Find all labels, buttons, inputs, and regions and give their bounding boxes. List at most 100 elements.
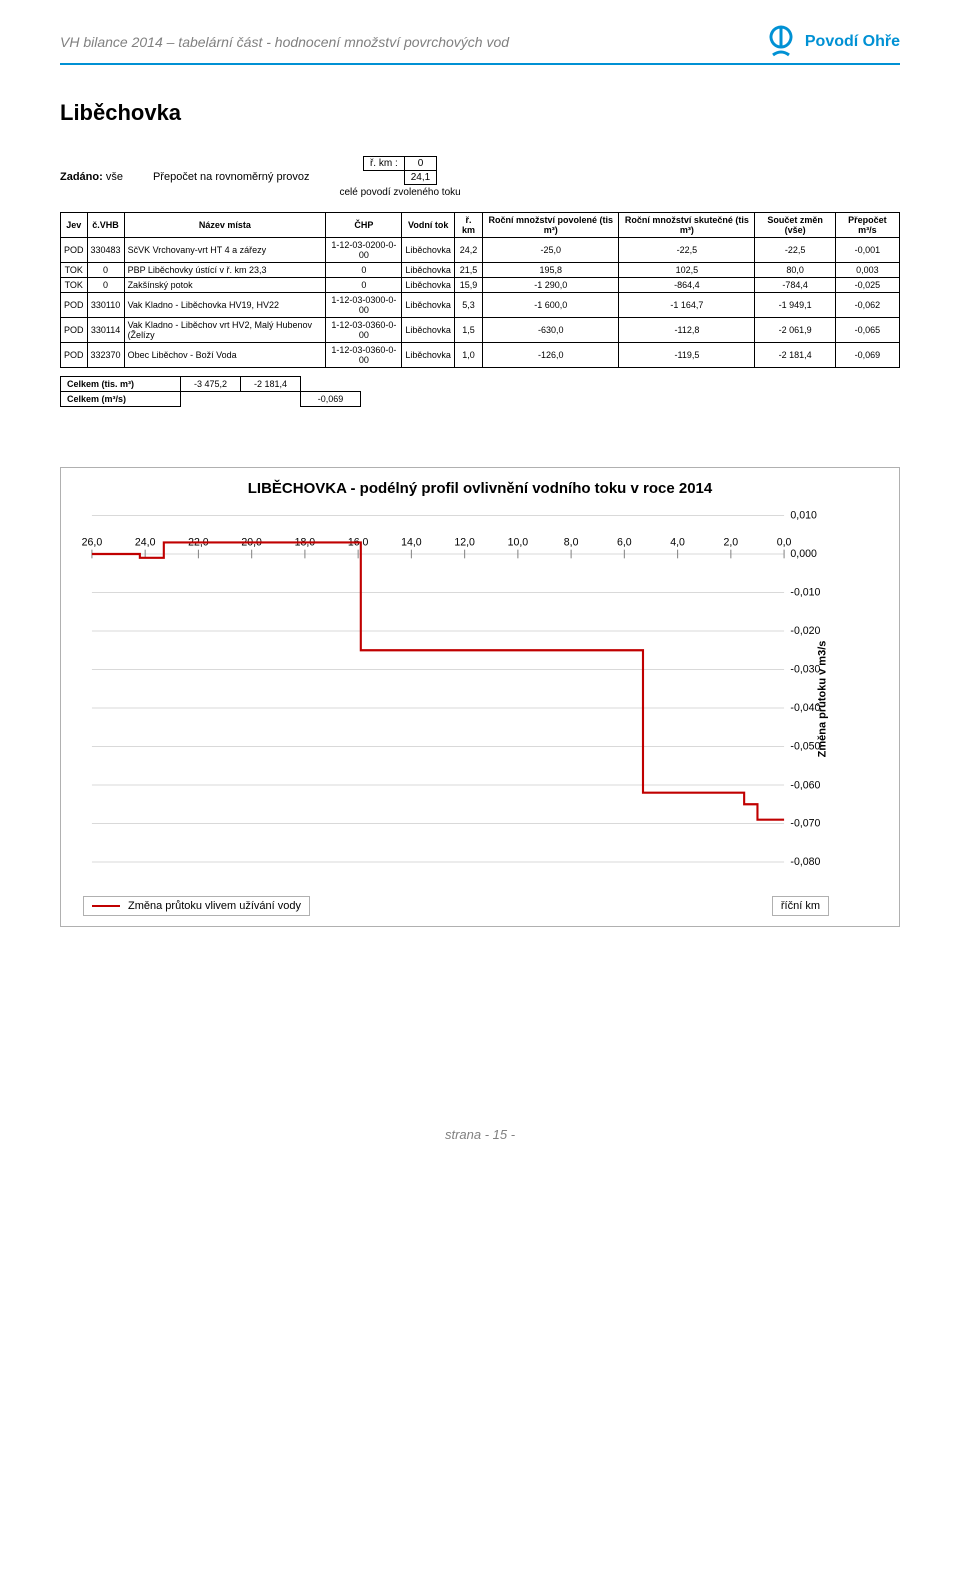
table-cell: Obec Liběchov - Boží Voda (124, 343, 326, 368)
summary-label: Celkem (tis. m³) (61, 377, 181, 392)
x-tick-label: 12,0 (454, 536, 475, 548)
table-cell: -1 600,0 (483, 293, 619, 318)
table-cell: Liběchovka (402, 343, 455, 368)
table-cell: 330114 (87, 318, 124, 343)
table-cell: -630,0 (483, 318, 619, 343)
table-cell: 332370 (87, 343, 124, 368)
table-header-cell: Vodní tok (402, 213, 455, 238)
x-tick-label: 14,0 (401, 536, 422, 548)
table-cell: 21,5 (454, 263, 482, 278)
table-cell: -784,4 (755, 278, 835, 293)
table-cell: -1 949,1 (755, 293, 835, 318)
table-cell: -0,001 (835, 238, 899, 263)
mini-cell: 24,1 (404, 171, 436, 185)
zadano-block: Zadáno: vše (60, 171, 123, 183)
table-header-cell: Roční množství povolené (tis m³) (483, 213, 619, 238)
table-cell: 1-12-03-0300-0-00 (326, 293, 402, 318)
table-cell: 0,003 (835, 263, 899, 278)
table-cell: POD (61, 318, 88, 343)
chart-plot-area: 0,0100,000-0,010-0,020-0,030-0,040-0,050… (75, 509, 885, 888)
prepocet-text: Přepočet na rovnoměrný provoz (153, 171, 310, 183)
prepocet-block: Přepočet na rovnoměrný provoz (153, 171, 310, 183)
chart-y-axis-label: Změna průtoku v m3/s (817, 640, 829, 757)
legend-line-icon (92, 905, 120, 907)
brand-logo: Povodí Ohře (765, 25, 900, 59)
table-row: POD332370Obec Liběchov - Boží Voda1-12-0… (61, 343, 900, 368)
summary-cell: -3 475,2 (181, 377, 241, 392)
table-cell: 1,5 (454, 318, 482, 343)
x-tick-label: 2,0 (723, 536, 738, 548)
x-tick-label: 0,0 (777, 536, 792, 548)
table-cell: -25,0 (483, 238, 619, 263)
table-cell: 1,0 (454, 343, 482, 368)
table-header-cell: Název místa (124, 213, 326, 238)
y-tick-label: -0,010 (790, 587, 820, 599)
chart-yaxis-wrap: Změna průtoku v m3/s (837, 509, 885, 888)
table-header-cell: č.VHB (87, 213, 124, 238)
chart-legend: Změna průtoku vlivem užívání vody (83, 896, 310, 916)
brand-name: Povodí Ohře (805, 33, 900, 51)
table-cell: -126,0 (483, 343, 619, 368)
table-cell: 0 (87, 278, 124, 293)
table-cell: 0 (326, 278, 402, 293)
mini-table: ř. km :024,1 (363, 156, 437, 185)
chart-x-axis-label: říční km (772, 896, 829, 916)
table-cell: -0,062 (835, 293, 899, 318)
table-cell: -0,025 (835, 278, 899, 293)
table-cell: 1-12-03-0200-0-00 (326, 238, 402, 263)
table-cell: Liběchovka (402, 293, 455, 318)
table-header-cell: Jev (61, 213, 88, 238)
y-tick-label: -0,070 (790, 818, 820, 830)
page-footer: strana - 15 - (60, 1127, 900, 1142)
table-cell: POD (61, 343, 88, 368)
table-cell: -22,5 (619, 238, 755, 263)
table-header-cell: Roční množství skutečné (tis m³) (619, 213, 755, 238)
table-cell: Liběchovka (402, 263, 455, 278)
chart-container: LIBĚCHOVKA - podélný profil ovlivnění vo… (60, 467, 900, 927)
table-cell: Liběchovka (402, 238, 455, 263)
param-row: Zadáno: vše Přepočet na rovnoměrný provo… (60, 156, 900, 198)
y-tick-label: 0,000 (790, 548, 816, 560)
table-cell: -0,069 (835, 343, 899, 368)
mini-cell: 0 (404, 157, 436, 171)
legend-label: Změna průtoku vlivem užívání vody (128, 900, 301, 912)
summary-cell (241, 392, 301, 407)
x-tick-label: 10,0 (508, 536, 529, 548)
mini-cell: ř. km : (363, 157, 404, 171)
table-cell: 195,8 (483, 263, 619, 278)
table-row: POD330483SčVK Vrchovany-vrt HT 4 a zářez… (61, 238, 900, 263)
summary-label: Celkem (m³/s) (61, 392, 181, 407)
summary-table: Celkem (tis. m³)-3 475,2-2 181,4Celkem (… (60, 376, 361, 407)
table-row: TOK0Zakšínský potok0Liběchovka15,9-1 290… (61, 278, 900, 293)
table-cell: Liběchovka (402, 318, 455, 343)
summary-cell (181, 392, 241, 407)
table-cell: POD (61, 238, 88, 263)
chart-svg: 0,0100,000-0,010-0,020-0,030-0,040-0,050… (75, 509, 837, 888)
table-cell: Zakšínský potok (124, 278, 326, 293)
x-tick-label: 8,0 (564, 536, 579, 548)
table-cell: 0 (87, 263, 124, 278)
table-row: POD330114Vak Kladno - Liběchov vrt HV2, … (61, 318, 900, 343)
table-cell: PBP Liběchovky ústící v ř. km 23,3 (124, 263, 326, 278)
table-row: TOK0PBP Liběchovky ústící v ř. km 23,30L… (61, 263, 900, 278)
table-cell: Liběchovka (402, 278, 455, 293)
chart-bottom-row: Změna průtoku vlivem užívání vody říční … (75, 896, 885, 916)
x-tick-label: 24,0 (135, 536, 156, 548)
table-cell: 102,5 (619, 263, 755, 278)
table-header-cell: ČHP (326, 213, 402, 238)
table-cell: -0,065 (835, 318, 899, 343)
cele-povodi-text: celé povodí zvoleného toku (340, 187, 461, 198)
y-tick-label: -0,080 (790, 856, 820, 868)
table-cell: Vak Kladno - Liběchov vrt HV2, Malý Hube… (124, 318, 326, 343)
table-cell: -1 290,0 (483, 278, 619, 293)
summary-cell: -2 181,4 (241, 377, 301, 392)
summary-cell: -0,069 (301, 392, 361, 407)
table-cell: 330483 (87, 238, 124, 263)
section-title: Liběchovka (60, 100, 900, 126)
brand-logo-icon (765, 25, 797, 59)
summary-row: Celkem (tis. m³)-3 475,2-2 181,4 (61, 377, 361, 392)
table-cell: -112,8 (619, 318, 755, 343)
table-header-cell: ř. km (454, 213, 482, 238)
table-cell: 1-12-03-0360-0-00 (326, 318, 402, 343)
summary-row: Celkem (m³/s) -0,069 (61, 392, 361, 407)
